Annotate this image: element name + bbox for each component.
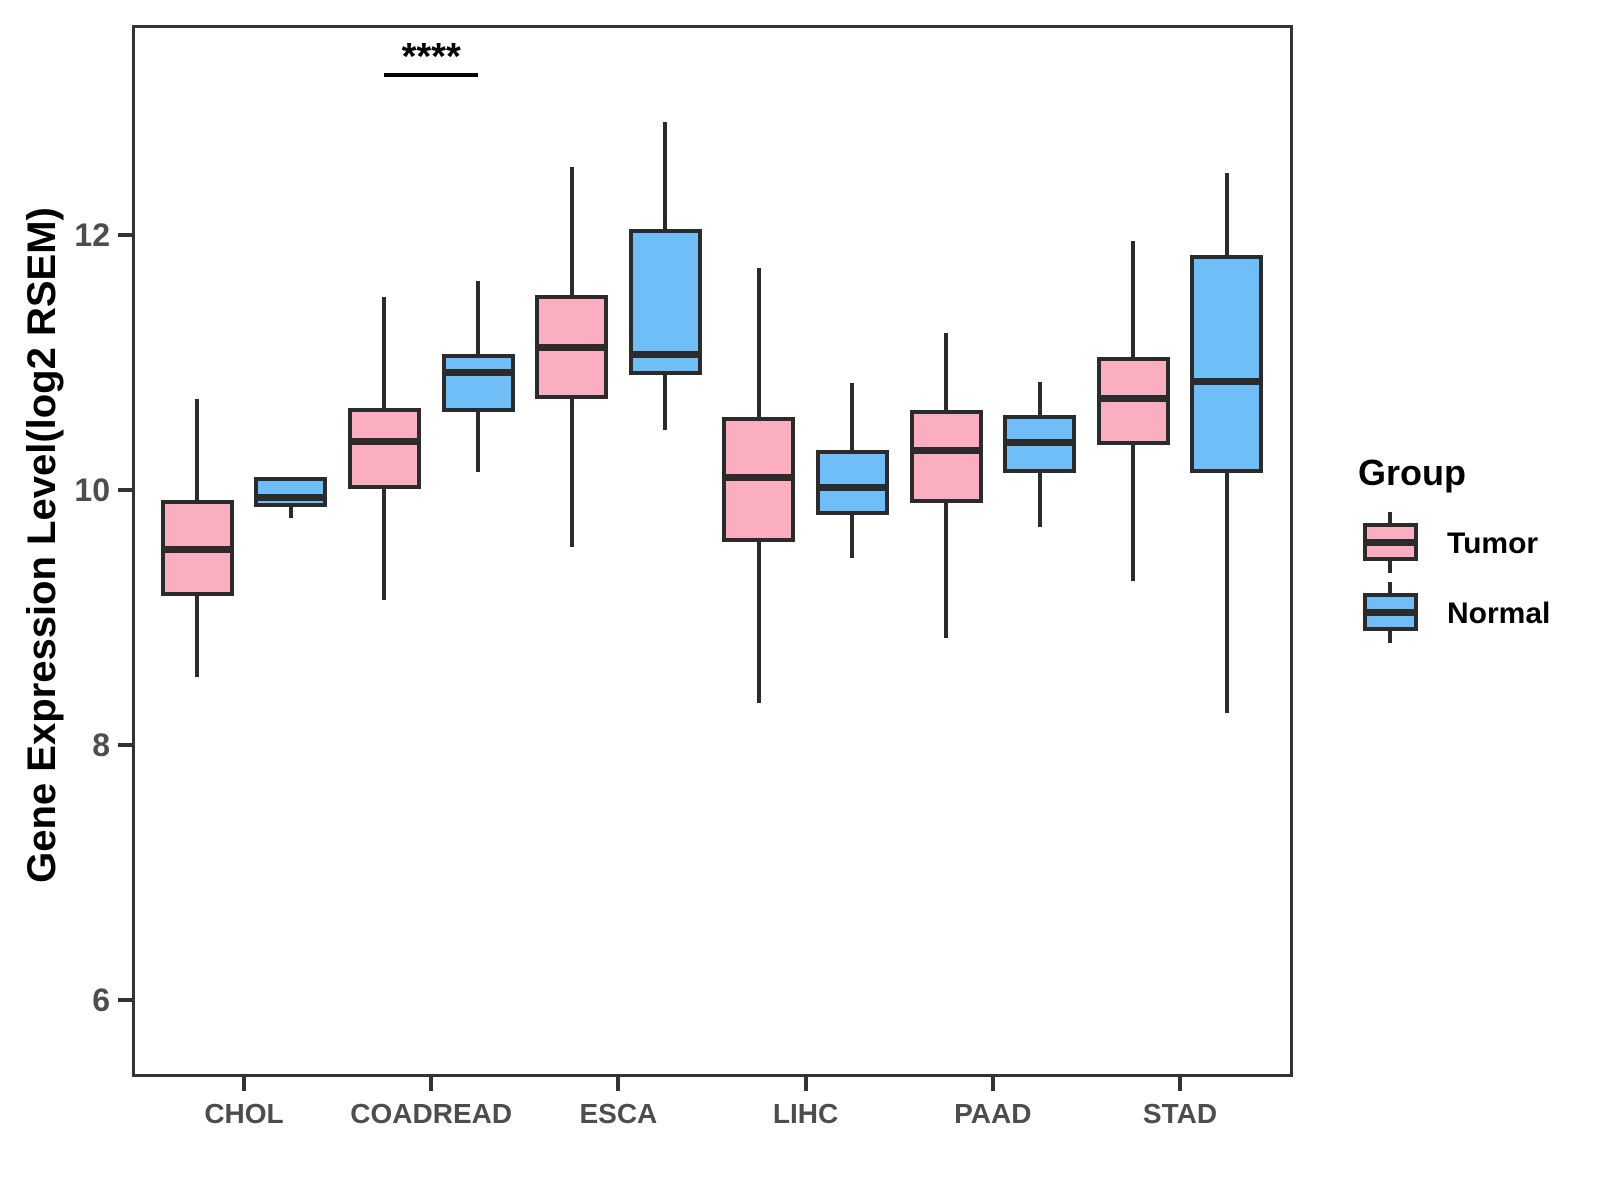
x-tick-label: CHOL <box>204 1098 284 1129</box>
significance-stars: **** <box>401 36 461 78</box>
x-tick-mark <box>429 1077 434 1091</box>
y-tick-mark <box>118 488 132 492</box>
x-tick-mark <box>616 1077 621 1091</box>
x-tick-mark <box>242 1077 246 1091</box>
x-tick-label: STAD <box>1142 1098 1218 1129</box>
plot-panel <box>132 25 1293 1077</box>
y-tick-label: 10 <box>74 472 110 508</box>
median-tumor-CHOL <box>160 546 234 554</box>
x-tick-label: COADREAD <box>350 1098 513 1129</box>
legend-key-tumor-icon <box>1363 512 1418 573</box>
y-tick-label: 6 <box>92 982 110 1018</box>
box-normal-ESCA <box>628 228 702 376</box>
box-normal-LIHC <box>815 450 889 516</box>
legend-title: Group <box>1358 452 1466 493</box>
median-normal-PAAD <box>1003 439 1077 447</box>
median-tumor-STAD <box>1096 394 1170 402</box>
median-normal-STAD <box>1190 378 1264 386</box>
significance-bar <box>384 73 478 77</box>
median-normal-ESCA <box>628 351 702 359</box>
median-normal-COADREAD <box>441 369 515 377</box>
y-tick-mark <box>118 998 132 1002</box>
x-tick-label: LIHC <box>772 1098 839 1129</box>
median-tumor-LIHC <box>722 473 796 481</box>
x-tick-label: ESCA <box>579 1098 658 1129</box>
legend-key-normal-icon <box>1363 582 1418 643</box>
y-tick-mark <box>118 743 132 747</box>
x-tick-mark <box>1178 1077 1182 1091</box>
median-tumor-COADREAD <box>347 438 421 446</box>
x-tick-mark <box>803 1077 808 1091</box>
median-normal-CHOL <box>254 494 328 502</box>
box-normal-CHOL <box>254 477 328 507</box>
legend-median-icon <box>1363 609 1418 616</box>
median-tumor-ESCA <box>535 343 609 351</box>
median-normal-LIHC <box>815 483 889 491</box>
x-tick-label: PAAD <box>954 1098 1032 1129</box>
legend-median-icon <box>1363 539 1418 546</box>
box-tumor-COADREAD <box>347 408 421 489</box>
box-normal-STAD <box>1190 255 1264 474</box>
box-normal-COADREAD <box>441 353 515 413</box>
y-tick-label: 12 <box>74 217 110 253</box>
x-tick-mark <box>990 1077 995 1091</box>
legend-label-normal: Normal <box>1447 597 1551 630</box>
median-tumor-PAAD <box>909 446 983 454</box>
box-tumor-PAAD <box>909 409 983 503</box>
legend-label-tumor: Tumor <box>1447 527 1539 560</box>
y-tick-mark <box>118 233 132 237</box>
y-tick-label: 8 <box>92 727 110 763</box>
